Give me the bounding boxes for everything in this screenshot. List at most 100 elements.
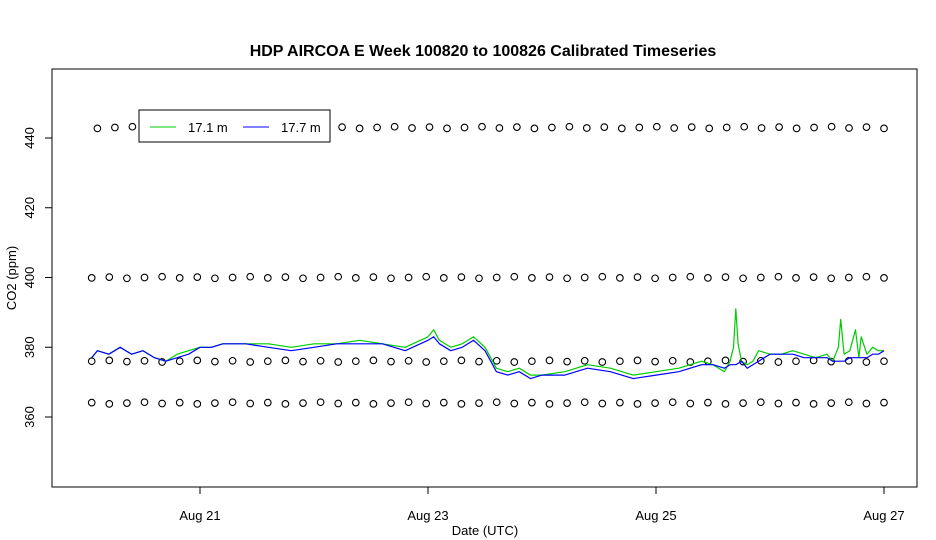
reference-point <box>510 272 519 281</box>
reference-point <box>457 356 466 365</box>
reference-point <box>334 399 343 408</box>
reference-point <box>492 273 501 282</box>
reference-point <box>686 272 695 281</box>
reference-point <box>443 124 451 133</box>
reference-point <box>563 357 571 366</box>
reference-point <box>93 124 102 133</box>
reference-point <box>299 357 307 366</box>
reference-point <box>633 400 642 408</box>
reference-point <box>105 273 114 281</box>
reference-point <box>457 400 466 408</box>
reference-point <box>387 357 395 366</box>
reference-point <box>158 358 166 366</box>
reference-point <box>140 398 149 407</box>
reference-point <box>211 357 219 366</box>
reference-point <box>87 398 96 407</box>
reference-point <box>668 356 677 365</box>
reference-point <box>530 124 539 133</box>
reference-point <box>721 273 730 281</box>
legend-label-17-7m: 17.7 m <box>281 120 321 135</box>
reference-point <box>263 274 272 282</box>
reference-point <box>757 124 766 132</box>
reference-point <box>563 274 571 283</box>
y-tick-label: 420 <box>22 197 37 219</box>
reference-point <box>651 399 659 407</box>
reference-point <box>862 123 871 131</box>
reference-point <box>193 273 202 281</box>
reference-point <box>565 122 574 131</box>
x-axis-label: Date (UTC) <box>452 523 518 538</box>
reference-point <box>651 357 659 366</box>
reference-point <box>369 273 378 281</box>
reference-point <box>528 274 536 282</box>
x-tick-label: Aug 25 <box>635 508 676 523</box>
reference-point <box>687 123 696 131</box>
reference-point <box>528 398 536 407</box>
reference-point <box>513 123 521 131</box>
reference-point <box>792 274 800 282</box>
reference-point <box>425 123 434 131</box>
legend-box <box>138 109 331 143</box>
reference-point <box>387 274 395 283</box>
reference-point <box>246 358 255 366</box>
x-tick-label: Aug 21 <box>179 508 220 523</box>
reference-point <box>510 399 519 408</box>
reference-point <box>175 398 184 407</box>
reference-point <box>478 122 486 131</box>
reference-point <box>582 124 591 132</box>
reference-point <box>334 358 343 366</box>
y-axis: 360 380 400 420 440 <box>22 127 52 428</box>
reference-point <box>128 122 137 131</box>
reference-point <box>616 274 624 282</box>
reference-point <box>228 356 237 365</box>
y-tick-label: 380 <box>22 336 37 358</box>
reference-point <box>827 399 836 407</box>
reference-point <box>563 399 571 407</box>
legend-label-17-1m: 17.1 m <box>188 120 228 135</box>
reference-point <box>617 124 626 133</box>
reference-point <box>721 400 730 408</box>
reference-point <box>722 123 731 132</box>
reference-point <box>211 274 219 283</box>
reference-point <box>756 273 765 282</box>
reference-point <box>460 123 469 132</box>
reference-point <box>422 272 431 281</box>
reference-point <box>775 123 783 131</box>
reference-point <box>355 124 364 133</box>
reference-point <box>827 122 836 131</box>
reference-point <box>686 358 695 366</box>
reference-point <box>792 124 801 133</box>
y-tick-label: 400 <box>22 267 37 289</box>
x-axis: Aug 21 Aug 23 Aug 25 Aug 27 <box>179 487 905 523</box>
reference-point <box>492 356 501 365</box>
reference-point <box>123 274 131 283</box>
reference-point <box>316 398 325 407</box>
reference-point <box>580 356 589 365</box>
reference-point <box>739 399 747 407</box>
reference-point <box>105 356 114 365</box>
reference-point <box>369 400 378 408</box>
reference-point <box>668 398 677 407</box>
y-tick-label: 440 <box>22 127 37 149</box>
reference-point <box>351 357 360 366</box>
reference-point <box>390 122 399 131</box>
reference-point <box>880 357 888 366</box>
reference-point <box>373 123 381 132</box>
reference-point <box>810 123 818 132</box>
reference-point <box>616 398 624 407</box>
reference-point <box>600 123 609 131</box>
chart-title: HDP AIRCOA E Week 100820 to 100826 Calib… <box>250 43 717 60</box>
reference-point <box>844 398 853 407</box>
reference-point <box>87 274 96 282</box>
reference-point <box>123 357 131 366</box>
reference-point <box>827 274 836 283</box>
reference-point <box>263 398 272 407</box>
y-tick-label: 360 <box>22 406 37 428</box>
reference-point <box>299 274 307 283</box>
reference-point <box>158 272 166 281</box>
reference-point <box>281 273 290 281</box>
reference-point <box>548 123 556 132</box>
reference-point <box>351 274 360 282</box>
reference-point <box>721 356 730 365</box>
